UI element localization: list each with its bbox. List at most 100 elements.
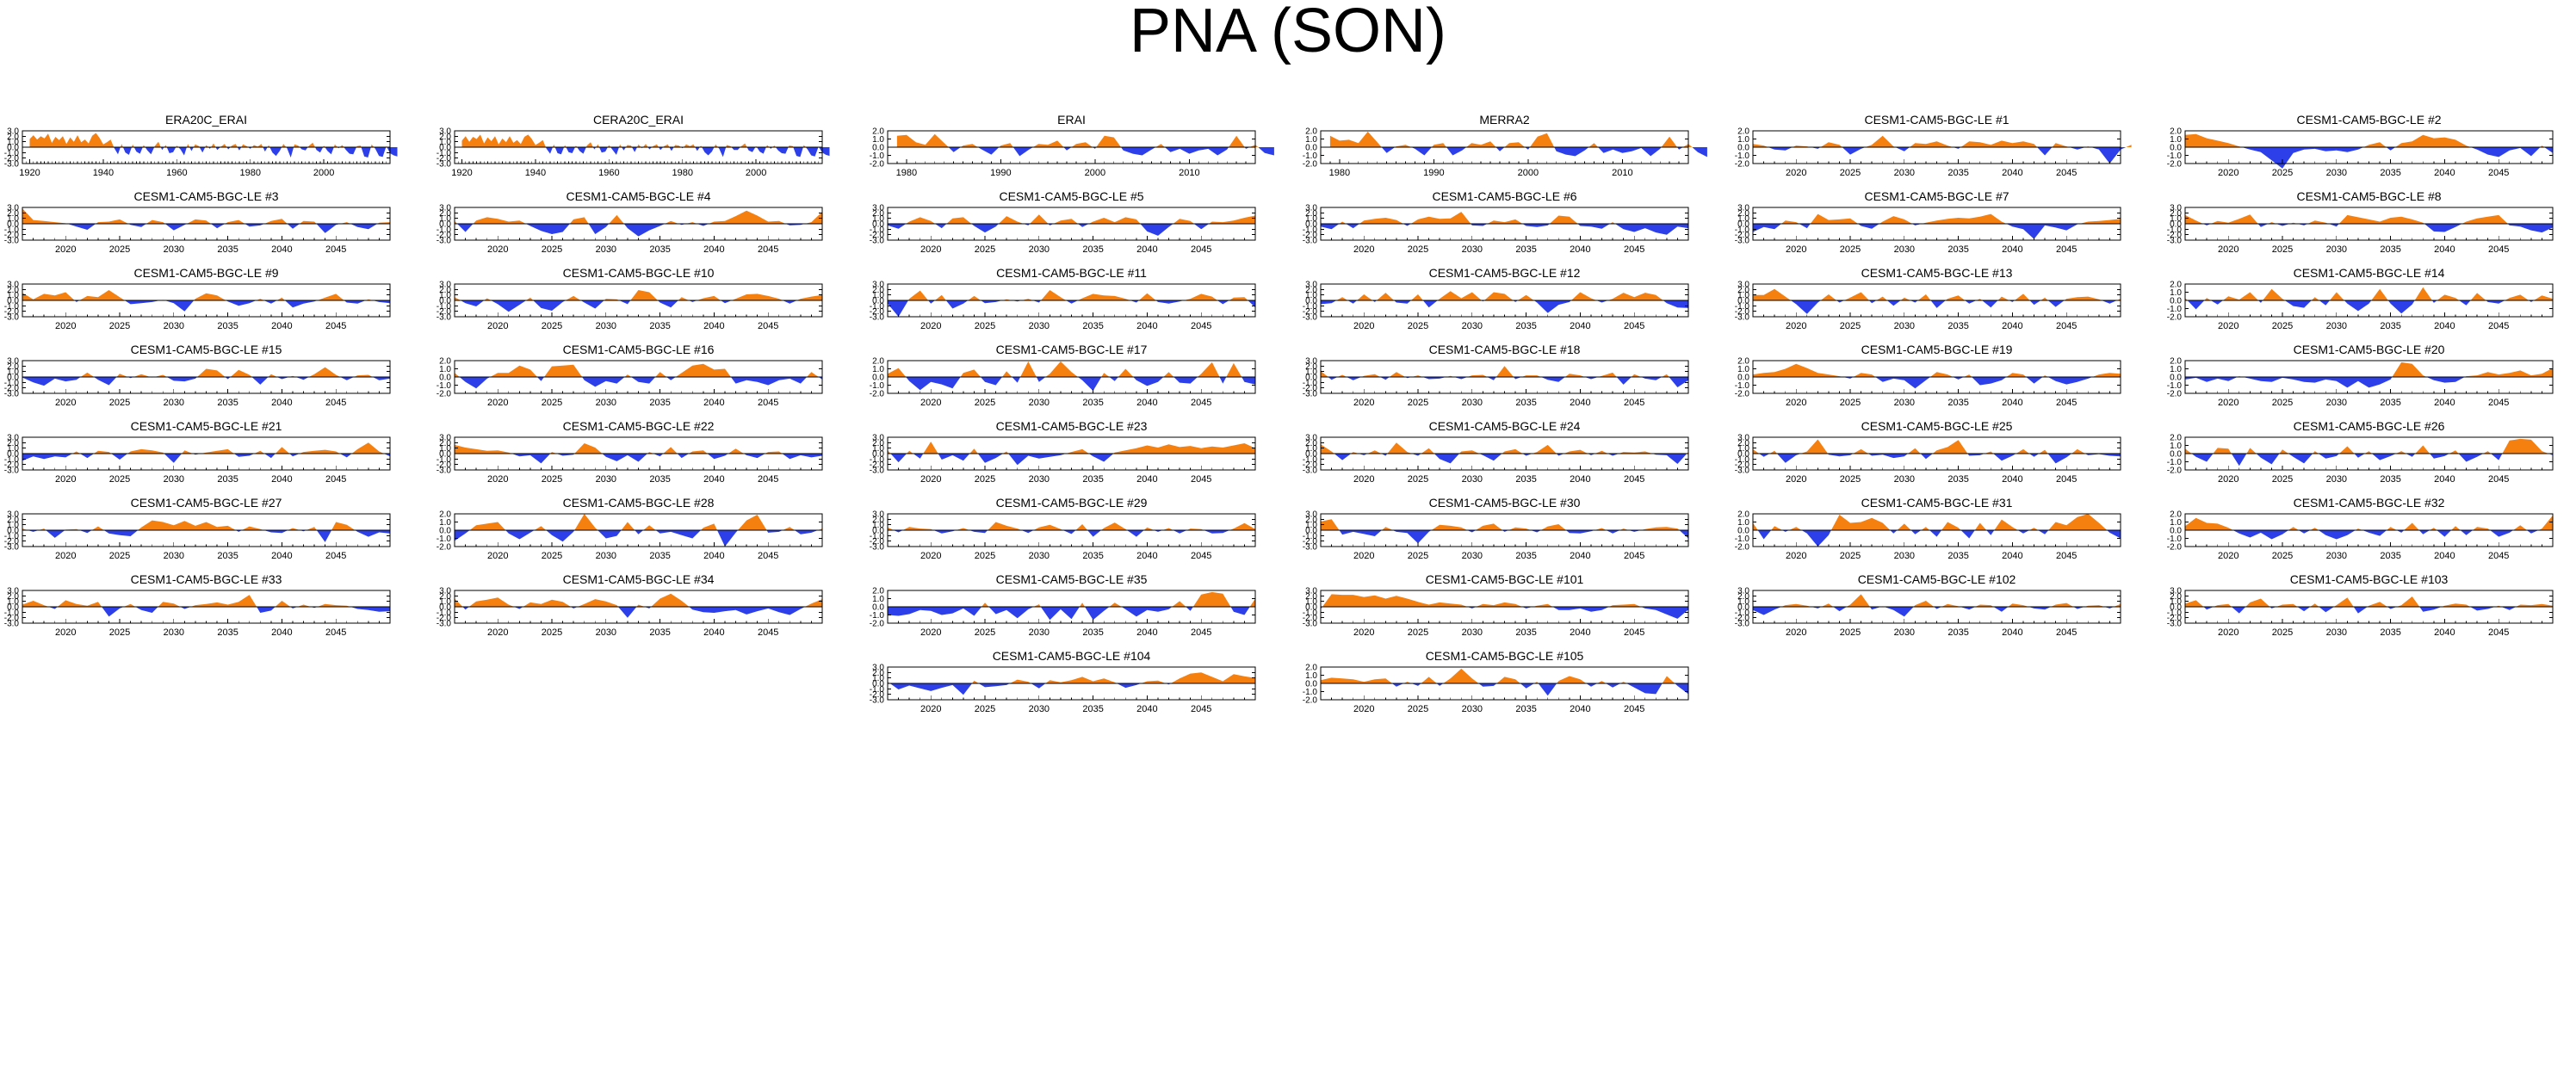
x-tick-label: 2020 xyxy=(920,704,941,714)
negative-area xyxy=(22,454,390,463)
y-tick-label: 0.0 xyxy=(2170,450,2182,460)
x-tick-label: 2025 xyxy=(1840,627,1861,638)
x-tick-label: 2020 xyxy=(55,627,76,638)
negative-area xyxy=(888,224,1210,236)
y-tick-label: 0.0 xyxy=(439,297,451,306)
y-tick-label: 2.0 xyxy=(439,439,451,448)
x-tick-label: 2025 xyxy=(975,551,995,561)
x-tick-label: 2040 xyxy=(1570,321,1590,331)
y-tick-label: -2.0 xyxy=(1303,537,1318,547)
y-tick-label: -3.0 xyxy=(1303,467,1318,476)
y-tick-label: -2.0 xyxy=(4,231,20,240)
y-tick-label: -2.0 xyxy=(437,154,452,164)
positive-area xyxy=(1781,213,2121,224)
y-tick-label: -2.0 xyxy=(870,690,885,700)
x-tick-label: 2025 xyxy=(1408,627,1428,638)
negative-area xyxy=(906,377,1255,392)
panel: CESM1-CAM5-BGC-LE #27 3.02.01.00.0-1.0-2.… xyxy=(4,496,391,561)
y-tick-label: 0.0 xyxy=(2170,144,2182,153)
y-tick-label: -2.0 xyxy=(4,384,20,393)
x-tick-label: 2020 xyxy=(920,474,941,485)
y-tick-label: 1.0 xyxy=(439,597,451,607)
positive-area xyxy=(2185,438,2548,454)
x-tick-label: 2025 xyxy=(542,551,562,561)
y-tick-label: -1.0 xyxy=(870,302,885,312)
y-tick-label: 0.0 xyxy=(1305,374,1317,383)
x-tick-label: 2045 xyxy=(1191,627,1211,638)
positive-area xyxy=(461,134,820,147)
x-tick-label: 2030 xyxy=(596,321,616,331)
x-tick-label: 2040 xyxy=(1136,704,1157,714)
x-tick-label: 2025 xyxy=(975,704,995,714)
x-tick-label: 2035 xyxy=(1082,244,1103,255)
x-tick-label: 2040 xyxy=(1570,704,1590,714)
x-tick-label: 2025 xyxy=(975,474,995,485)
x-tick-label: 2025 xyxy=(109,398,130,408)
positive-area xyxy=(2237,361,2553,377)
x-tick-label: 2040 xyxy=(271,627,292,638)
y-tick-label: 1.0 xyxy=(1305,291,1317,300)
x-tick-label: 2045 xyxy=(758,321,778,331)
x-tick-label: 2045 xyxy=(1191,244,1211,255)
x-tick-label: 2030 xyxy=(2326,168,2347,178)
y-tick-label: 0.0 xyxy=(1305,603,1317,613)
panel: CESM1-CAM5-BGC-LE #1 2.01.00.0-1.0-2.0 202… xyxy=(1735,113,2132,178)
x-tick-label: 2020 xyxy=(1353,704,1374,714)
x-tick-label: 2025 xyxy=(1840,244,1861,255)
x-tick-label: 2025 xyxy=(975,244,995,255)
x-tick-label: 2035 xyxy=(1082,627,1103,638)
x-tick-label: 2045 xyxy=(2488,168,2509,178)
y-tick-label: 1.0 xyxy=(1737,365,1749,374)
panel: CESM1-CAM5-BGC-LE #20 2.01.00.0-1.0-2.0 20… xyxy=(2167,343,2554,408)
y-tick-label: -2.0 xyxy=(1735,307,1750,317)
y-tick-label: 1.0 xyxy=(1305,597,1317,607)
y-tick-label: 1.0 xyxy=(872,214,884,224)
y-tick-label: 1.0 xyxy=(7,214,19,224)
x-tick-label: 2045 xyxy=(2056,321,2077,331)
positive-area xyxy=(888,672,1255,683)
panel: CESM1-CAM5-BGC-LE #19 2.01.00.0-1.0-2.0 20… xyxy=(1735,343,2121,408)
y-tick-label: -2.0 xyxy=(437,543,452,553)
x-tick-label: 2035 xyxy=(649,398,670,408)
y-tick-label: -1.0 xyxy=(4,455,20,465)
x-tick-label: 2045 xyxy=(325,551,346,561)
x-tick-label: 1960 xyxy=(166,168,187,178)
y-tick-label: -2.0 xyxy=(2167,160,2183,170)
panel-title: CESM1-CAM5-BGC-LE #1 xyxy=(1864,113,2009,127)
negative-area xyxy=(1753,224,2080,239)
negative-area xyxy=(1757,530,2121,547)
panel-title: CESM1-CAM5-BGC-LE #6 xyxy=(1432,189,1576,203)
x-tick-label: 1990 xyxy=(990,168,1011,178)
x-tick-label: 2030 xyxy=(1029,244,1050,255)
positive-area xyxy=(1753,439,2085,454)
x-tick-label: 2020 xyxy=(1353,474,1374,485)
x-tick-label: 2030 xyxy=(164,244,184,255)
negative-area xyxy=(948,147,1274,157)
x-tick-label: 2045 xyxy=(325,244,346,255)
y-tick-label: 2.0 xyxy=(439,592,451,602)
positive-area xyxy=(22,520,356,530)
panel: CESM1-CAM5-BGC-LE #34 3.02.01.00.0-1.0-2.… xyxy=(437,572,823,638)
panel-title: CESM1-CAM5-BGC-LE #11 xyxy=(996,266,1147,280)
x-tick-label: 2035 xyxy=(1515,398,1536,408)
y-tick-label: -1.0 xyxy=(437,302,452,312)
y-tick-label: -2.0 xyxy=(1735,460,1750,470)
y-tick-label: -3.0 xyxy=(437,160,452,170)
x-tick-label: 2025 xyxy=(975,627,995,638)
x-tick-label: 2030 xyxy=(1029,627,1050,638)
x-tick-label: 2030 xyxy=(2326,398,2347,408)
x-tick-label: 2020 xyxy=(1786,474,1806,485)
y-tick-label: 1.0 xyxy=(1737,291,1749,300)
y-tick-label: 0.0 xyxy=(7,220,19,230)
x-tick-label: 2030 xyxy=(2326,627,2347,638)
x-tick-label: 2030 xyxy=(596,551,616,561)
positive-area xyxy=(981,591,1255,607)
x-tick-label: 2000 xyxy=(746,168,766,178)
negative-area xyxy=(455,530,818,547)
negative-area xyxy=(22,377,390,386)
x-tick-label: 2030 xyxy=(2326,244,2347,255)
y-tick-label: 3.0 xyxy=(439,281,451,290)
x-tick-label: 2020 xyxy=(1786,627,1806,638)
negative-area xyxy=(28,530,391,542)
panel-title: CESM1-CAM5-BGC-LE #105 xyxy=(1426,649,1584,663)
